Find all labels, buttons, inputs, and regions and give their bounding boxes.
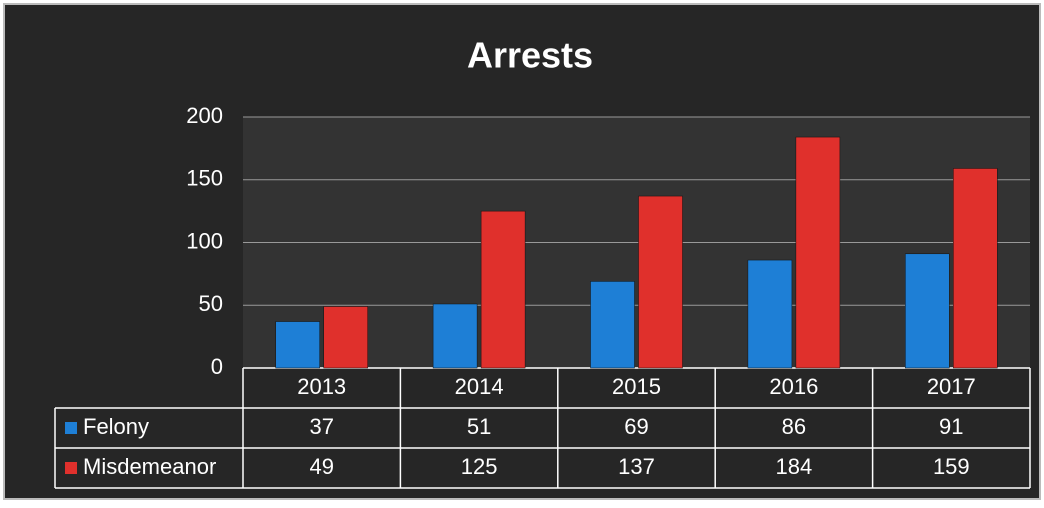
table-value: 51 bbox=[467, 414, 491, 439]
table-value: 86 bbox=[782, 414, 806, 439]
bar bbox=[747, 259, 793, 369]
y-tick-label: 100 bbox=[186, 228, 223, 253]
legend-label: Felony bbox=[83, 414, 149, 439]
chart-title: Arrests bbox=[467, 35, 593, 76]
y-tick-label: 50 bbox=[199, 291, 223, 316]
table-value: 91 bbox=[939, 414, 963, 439]
bar bbox=[432, 303, 478, 369]
table-value: 137 bbox=[618, 454, 655, 479]
bar bbox=[323, 306, 368, 369]
bar bbox=[953, 168, 998, 369]
y-tick-label: 150 bbox=[186, 166, 223, 191]
x-tick-label: 2017 bbox=[927, 374, 976, 399]
legend-label: Misdemeanor bbox=[83, 454, 216, 479]
table-value: 184 bbox=[776, 454, 813, 479]
table-value: 125 bbox=[461, 454, 498, 479]
x-tick-label: 2015 bbox=[612, 374, 661, 399]
y-tick-label: 200 bbox=[186, 103, 223, 128]
bar bbox=[638, 195, 683, 369]
table-value: 49 bbox=[309, 454, 333, 479]
table-value: 159 bbox=[933, 454, 970, 479]
table-value: 69 bbox=[624, 414, 648, 439]
legend-swatch bbox=[65, 422, 77, 434]
bar bbox=[480, 210, 526, 369]
table-value: 37 bbox=[309, 414, 333, 439]
x-tick-label: 2016 bbox=[769, 374, 818, 399]
x-tick-label: 2013 bbox=[297, 374, 346, 399]
legend-swatch bbox=[65, 462, 77, 474]
bar bbox=[795, 136, 841, 369]
bar bbox=[590, 281, 635, 369]
y-tick-label: 0 bbox=[211, 354, 223, 379]
bar bbox=[905, 253, 950, 369]
bar bbox=[275, 321, 320, 369]
x-tick-label: 2014 bbox=[455, 374, 504, 399]
